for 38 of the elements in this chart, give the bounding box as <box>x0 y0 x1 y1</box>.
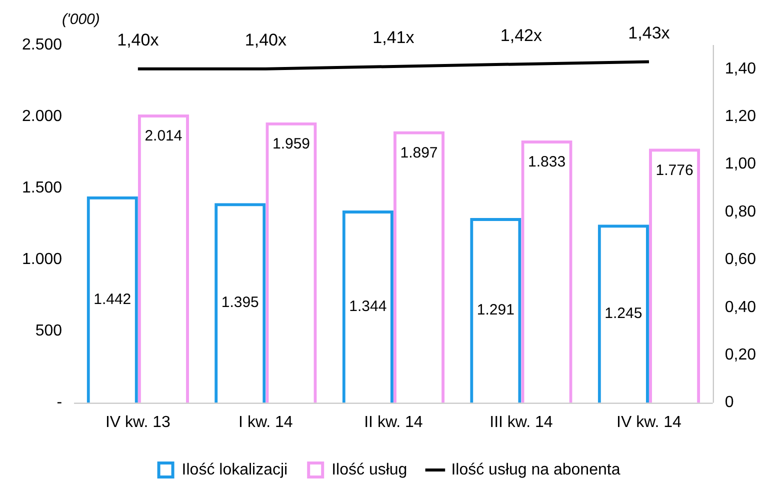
data-label: 1.959 <box>272 136 310 153</box>
data-label: 1,42x <box>500 26 543 45</box>
data-label: 1.776 <box>656 162 694 179</box>
data-label: 1.245 <box>604 304 642 322</box>
y-tick-label: 2.000 <box>22 108 62 125</box>
y-tick-label: 1.000 <box>22 251 62 268</box>
y2-tick-label: 0,60 <box>724 251 756 268</box>
y-axis-title: ('000) <box>62 11 100 28</box>
y-tick-label: 500 <box>35 322 62 340</box>
data-label: 2.014 <box>144 128 182 145</box>
y-tick-label: - <box>56 394 62 412</box>
x-tick-label: III kw. 14 <box>490 414 553 431</box>
data-label: 1.833 <box>528 154 566 171</box>
y2-tick-label: 1,20 <box>724 108 756 125</box>
legend-label: Ilość lokalizacji <box>182 461 288 478</box>
y2-tick-label: 0,20 <box>724 346 756 364</box>
x-tick-label: IV kw. 14 <box>616 414 682 431</box>
data-label: 1,40x <box>117 30 160 50</box>
data-label: 1,43x <box>628 23 670 42</box>
data-label: 1.291 <box>476 302 514 319</box>
y2-tick-label: 0,40 <box>724 298 756 316</box>
x-tick-label: I kw. 14 <box>238 414 293 431</box>
data-label: 1,41x <box>372 28 415 48</box>
legend-label: Ilość usług <box>332 461 408 478</box>
x-tick-label: IV kw. 13 <box>105 414 170 431</box>
y2-tick-label: 0 <box>724 394 734 412</box>
data-label: 1.897 <box>400 144 438 162</box>
data-label: 1.395 <box>221 294 259 312</box>
y-tick-label: 1.500 <box>22 180 62 197</box>
data-label: 1.442 <box>94 290 132 308</box>
y-tick-label: 2.500 <box>22 36 62 54</box>
x-tick-label: II kw. 14 <box>364 414 423 431</box>
data-label: 1.344 <box>349 298 387 315</box>
y2-tick-label: 1,40 <box>724 60 756 78</box>
data-label: 1,40x <box>244 30 287 50</box>
y2-tick-label: 0,80 <box>724 203 756 220</box>
legend-label: Ilość usług na abonenta <box>451 461 620 478</box>
y2-tick-label: 1,00 <box>724 156 756 173</box>
